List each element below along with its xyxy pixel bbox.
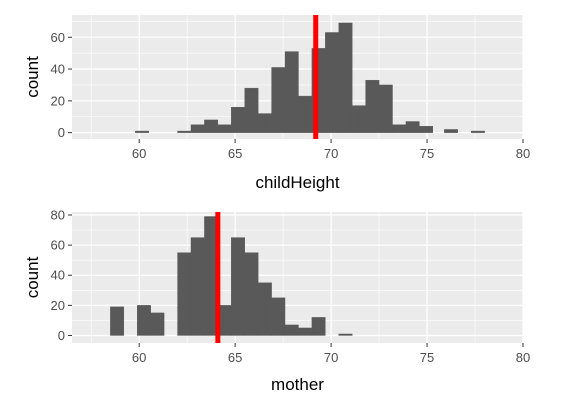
histogram-bar bbox=[298, 95, 313, 133]
x-axis-title: mother bbox=[271, 375, 324, 394]
x-tick-label: 65 bbox=[228, 146, 242, 161]
y-tick-label: 0 bbox=[58, 125, 65, 140]
x-tick-label: 60 bbox=[132, 350, 146, 365]
x-tick-label: 70 bbox=[324, 146, 338, 161]
histogram-bar bbox=[231, 237, 245, 336]
histogram-bar bbox=[257, 282, 272, 336]
histogram-bar bbox=[311, 317, 326, 336]
mother-histogram: 0 20 40 60 80 60 65 70 75 80 mother count bbox=[23, 208, 530, 394]
x-axis-title: childHeight bbox=[255, 173, 339, 192]
y-tick-label: 40 bbox=[51, 62, 65, 77]
histogram-bar bbox=[137, 305, 151, 336]
histogram-bar bbox=[257, 113, 272, 133]
histogram-bar bbox=[135, 130, 149, 133]
x-tick-label: 80 bbox=[516, 350, 530, 365]
y-axis-title: count bbox=[23, 56, 42, 98]
y-tick-label: 60 bbox=[51, 30, 65, 45]
histogram-bar bbox=[190, 124, 205, 133]
x-tick-label: 80 bbox=[516, 146, 530, 161]
histogram-bar bbox=[444, 129, 458, 133]
histogram-bar bbox=[351, 105, 366, 133]
histogram-bar bbox=[298, 327, 313, 336]
y-tick-label: 0 bbox=[58, 328, 65, 343]
histogram-bar bbox=[284, 51, 299, 133]
histogram-bar bbox=[365, 79, 380, 133]
histogram-bar bbox=[271, 67, 286, 133]
y-tick-label: 20 bbox=[51, 298, 65, 313]
histogram-bar bbox=[284, 324, 299, 336]
histogram-bar bbox=[419, 126, 434, 133]
histogram-bar bbox=[217, 124, 232, 133]
histogram-bar bbox=[177, 130, 192, 133]
x-tick-label: 60 bbox=[132, 146, 146, 161]
y-axis-title: count bbox=[23, 256, 42, 298]
x-tick-label: 65 bbox=[228, 350, 242, 365]
histogram-bar bbox=[177, 252, 192, 336]
histogram-bar bbox=[271, 297, 286, 336]
histogram-bar bbox=[110, 306, 125, 336]
histogram-bar bbox=[244, 252, 259, 336]
histogram-bar bbox=[204, 119, 219, 133]
y-tick-label: 40 bbox=[51, 268, 65, 283]
y-tick-label: 80 bbox=[51, 208, 65, 223]
histogram-bar bbox=[190, 237, 205, 336]
child-height-histogram: 0 20 40 60 60 65 70 75 80 childHeight count bbox=[23, 15, 530, 192]
y-tick-label: 60 bbox=[51, 238, 65, 253]
x-tick-label: 75 bbox=[420, 350, 434, 365]
histogram-bar bbox=[325, 32, 339, 133]
histogram-bar bbox=[392, 124, 407, 133]
histogram-bar bbox=[231, 107, 245, 133]
histogram-bar bbox=[470, 130, 485, 133]
histogram-bar bbox=[338, 22, 353, 133]
x-tick-label: 70 bbox=[324, 350, 338, 365]
histogram-bar bbox=[378, 84, 393, 133]
y-tick-label: 20 bbox=[51, 93, 65, 108]
x-tick-label: 75 bbox=[420, 146, 434, 161]
histogram-bar bbox=[244, 87, 259, 133]
histogram-bar bbox=[150, 312, 165, 336]
histogram-bar bbox=[338, 333, 353, 336]
histogram-bar bbox=[405, 121, 420, 133]
